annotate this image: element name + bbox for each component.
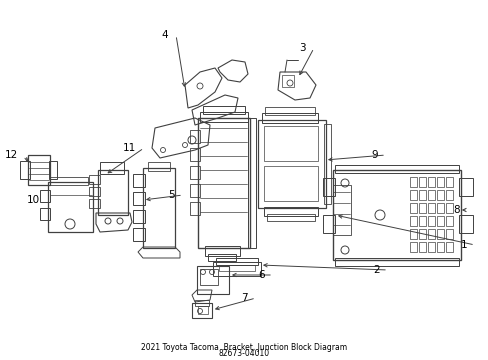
Bar [197,266,228,294]
Bar [28,155,50,185]
Bar [133,192,145,205]
Bar [409,229,416,239]
Bar [100,162,124,174]
Bar [418,242,425,252]
Bar [142,168,175,248]
Bar [445,203,452,213]
Bar [332,185,350,235]
Bar [89,199,100,208]
Bar [323,178,334,196]
Bar [445,177,452,187]
Bar [436,229,443,239]
Bar [190,202,200,215]
Text: 2: 2 [373,265,379,275]
Text: 5: 5 [168,190,175,200]
Bar [436,190,443,200]
Text: 11: 11 [122,143,136,153]
Bar [445,216,452,226]
Bar [204,246,240,256]
Text: 7: 7 [241,293,247,303]
Bar [427,177,434,187]
Bar [409,242,416,252]
Bar [198,118,249,248]
Text: 4: 4 [161,30,168,40]
Bar [418,177,425,187]
Bar [258,120,325,208]
Bar [324,124,330,204]
Bar [266,214,314,221]
Text: 3: 3 [299,43,305,53]
Bar [40,190,50,202]
Bar [133,210,145,223]
Bar [445,190,452,200]
Text: 2021 Toyota Tacoma  Bracket, Junction Block Diagram: 2021 Toyota Tacoma Bracket, Junction Blo… [141,343,347,352]
Bar [264,126,317,161]
Bar [436,203,443,213]
Bar [213,262,261,276]
Bar [200,269,218,285]
Bar [195,300,208,306]
Bar [427,229,434,239]
Bar [98,170,128,215]
Bar [40,208,50,220]
Bar [458,215,472,233]
Bar [332,170,460,260]
Bar [200,112,247,122]
Bar [190,166,200,179]
Bar [264,207,317,216]
Bar [192,303,212,318]
Bar [458,178,472,196]
Bar [133,174,145,187]
Bar [219,265,254,271]
Text: 10: 10 [27,195,40,205]
Bar [190,148,200,161]
Text: 6: 6 [258,270,264,280]
Bar [203,106,244,114]
Bar [282,75,293,87]
Bar [264,107,314,115]
Bar [190,130,200,143]
Bar [50,177,88,185]
Bar [89,187,100,196]
Bar [48,182,93,232]
Bar [418,216,425,226]
Bar [409,190,416,200]
Bar [409,203,416,213]
Bar [445,242,452,252]
Bar [262,113,317,123]
Bar [148,162,170,171]
Bar [427,203,434,213]
Bar [445,229,452,239]
Bar [247,118,256,248]
Bar [198,306,207,314]
Bar [334,165,458,173]
Bar [427,242,434,252]
Bar [190,184,200,197]
Bar [20,161,30,179]
Bar [436,177,443,187]
Bar [409,216,416,226]
Text: 12: 12 [5,150,18,160]
Bar [133,228,145,241]
Bar [418,203,425,213]
Bar [418,190,425,200]
Text: 8: 8 [452,205,459,215]
Bar [427,190,434,200]
Text: 9: 9 [370,150,377,160]
Bar [436,242,443,252]
Text: 82673-04010: 82673-04010 [219,350,269,359]
Text: 1: 1 [459,240,466,250]
Bar [89,175,100,184]
Bar [207,254,236,261]
Bar [49,161,57,179]
Bar [436,216,443,226]
Bar [427,216,434,226]
Bar [418,229,425,239]
Bar [409,177,416,187]
Bar [216,258,258,265]
Bar [323,215,334,233]
Bar [264,166,317,201]
Bar [334,258,458,266]
